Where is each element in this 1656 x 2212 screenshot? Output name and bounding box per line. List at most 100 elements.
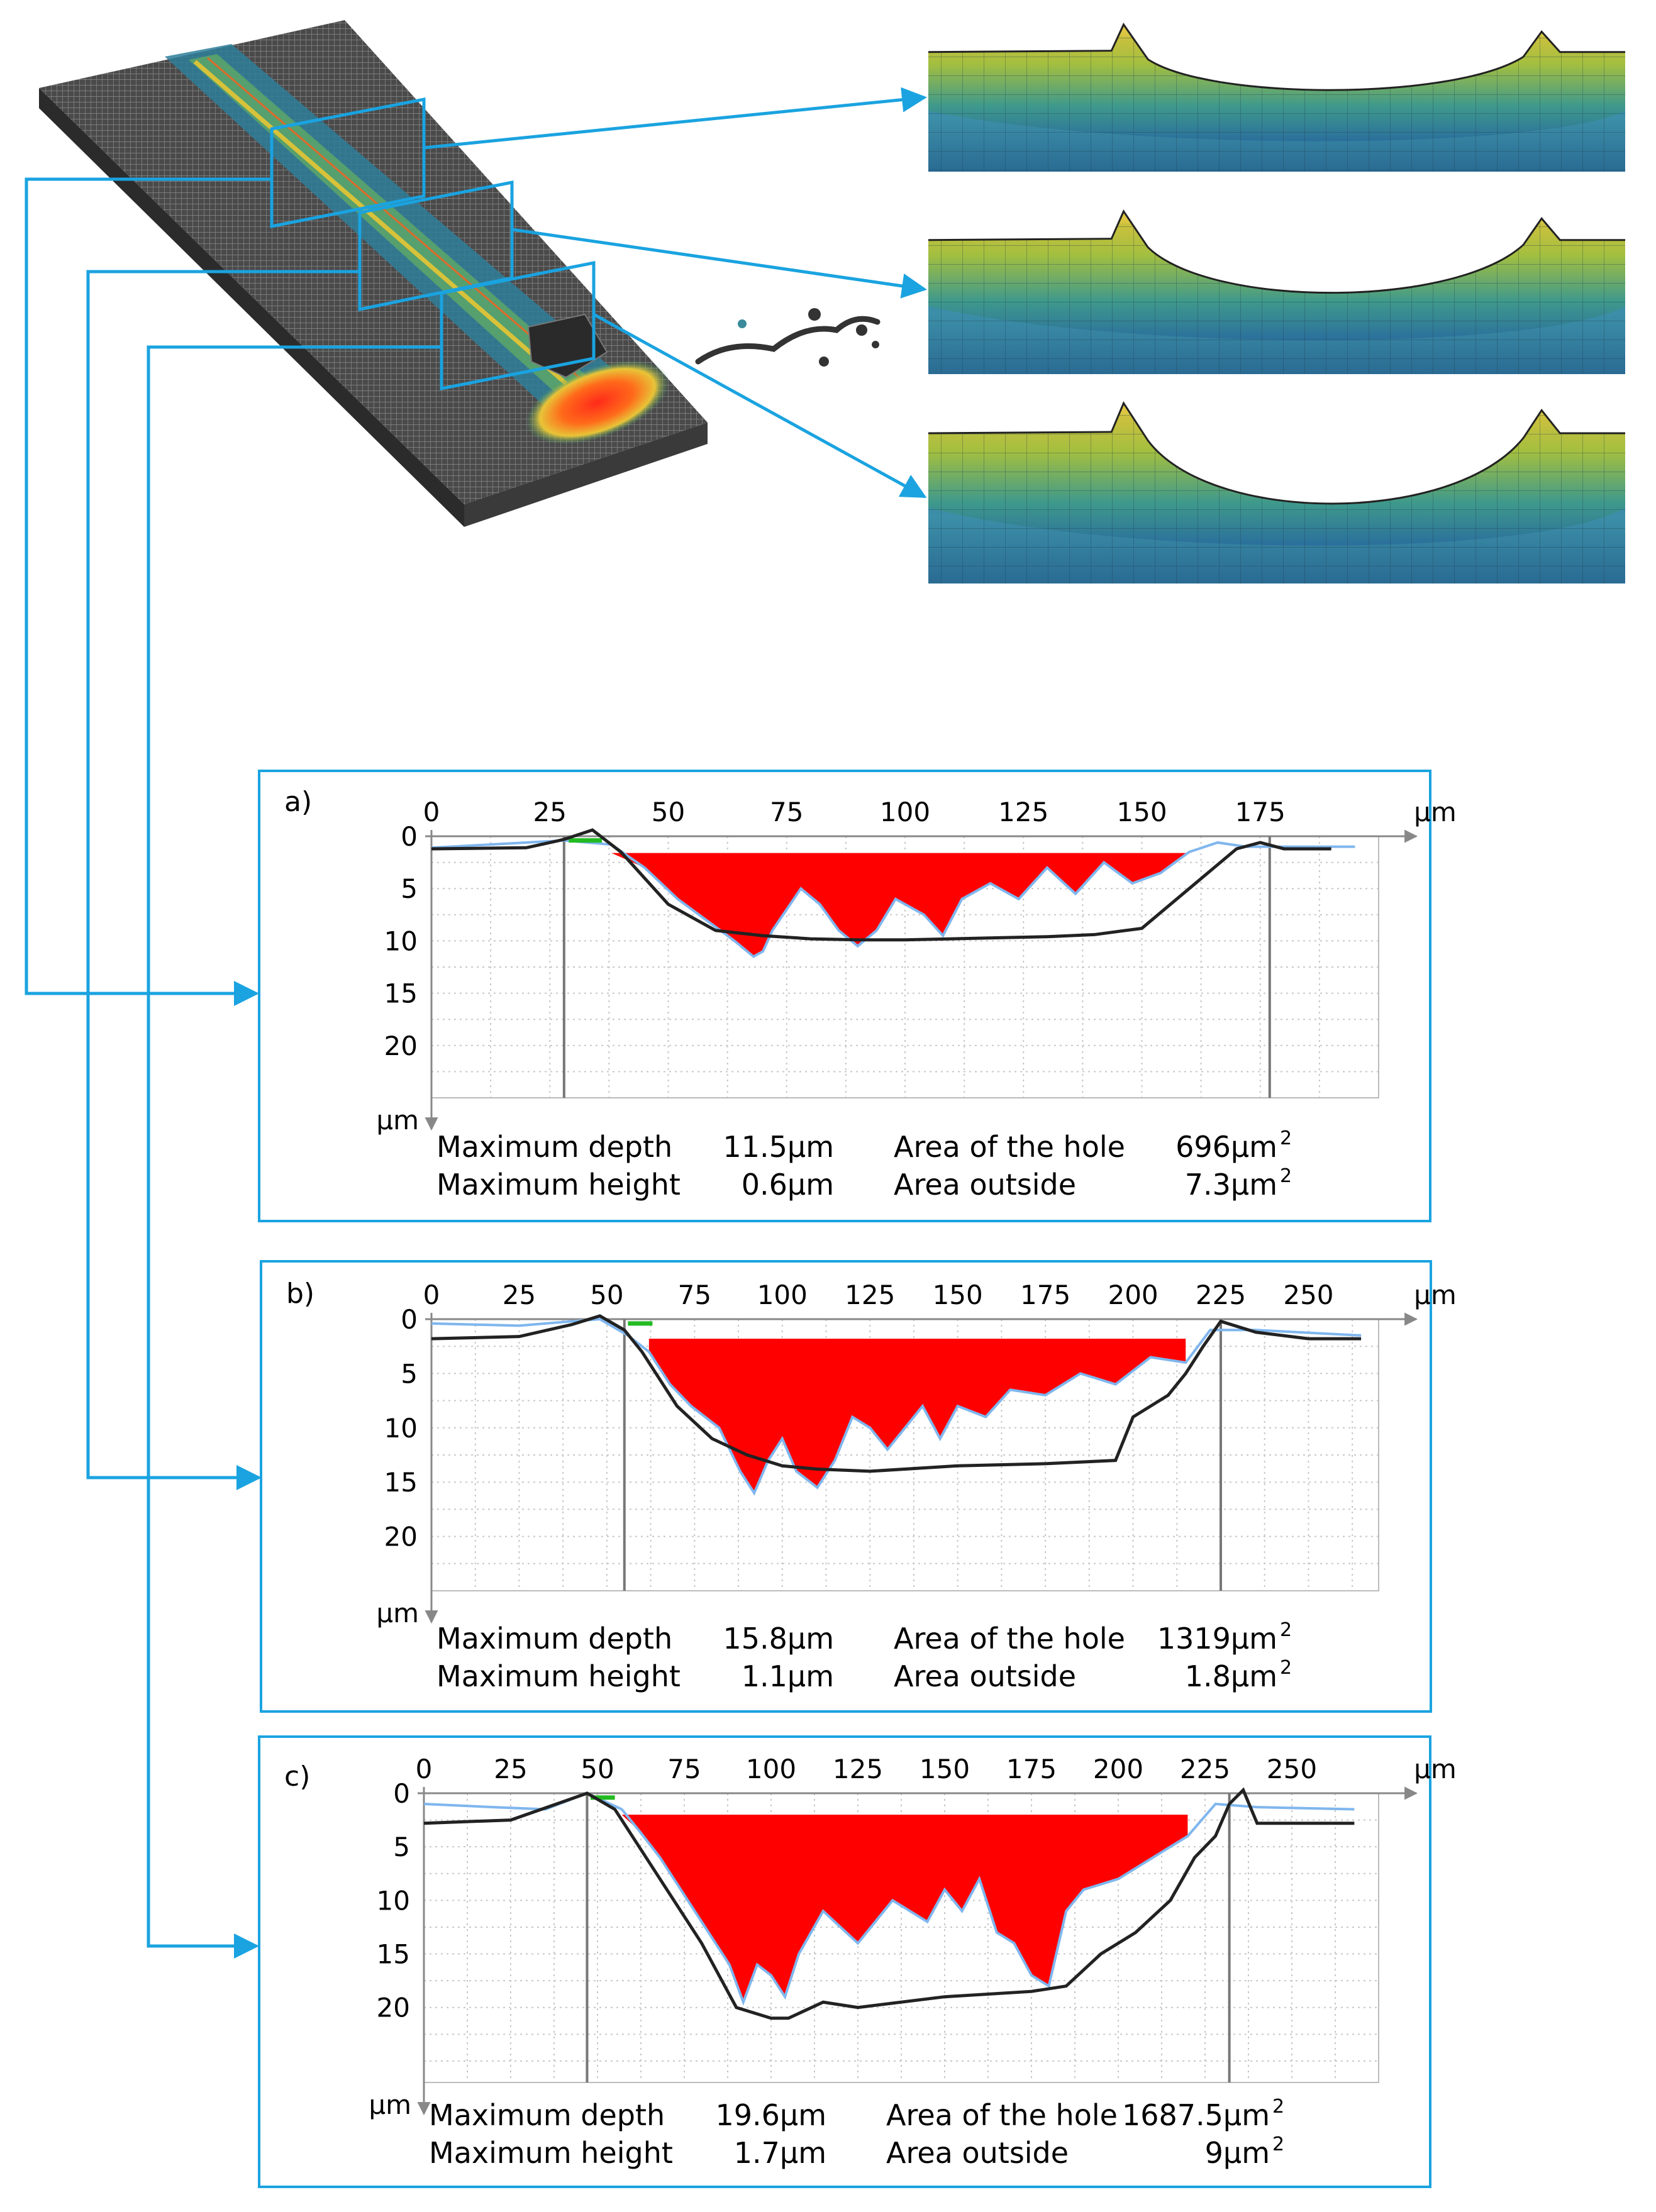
profile-line [431,828,1331,942]
x-tick-label: 150 [920,1754,970,1784]
x-tick-label: 225 [1196,1280,1246,1310]
x-tick-label: 75 [678,1280,711,1310]
connector-panel-c [147,345,442,1959]
y-unit-label: μm [369,2089,411,2120]
section-air-mask [928,11,1625,89]
stats-row-1-superscript: 2 [1280,1619,1292,1641]
stats-row-1-value-2: 1319μm [1157,1622,1277,1656]
panel-c: c) 0 25 50 75 100 125 150 175 200 225 250 0 5 10 15 20 μm… [258,1735,1457,2188]
stats-row-1-superscript: 2 [1280,1127,1292,1149]
cross-section-c [928,390,1625,583]
y-tick-label: 20 [384,1031,418,1061]
measured-surface-line [431,839,1355,958]
section-air-mask [928,390,1625,503]
x-tick-label: 175 [1020,1280,1070,1310]
y-tick-label: 15 [384,1467,418,1498]
panel-a: a) 0 25 50 75 100 125 150 175 0 5 10 15 20 μm μm Maximum… [258,770,1457,1222]
simulation-plate-illustration [39,20,881,527]
y-tick-label: 10 [377,1885,410,1916]
plate-right-side [464,423,708,527]
stats-row-2-value-2: 7.3μm [1185,1168,1277,1202]
x-tick-label: 100 [757,1280,808,1310]
stats-row-2-superscript: 2 [1280,1657,1292,1679]
stats-row-1-label-2: Area of the hole [886,2098,1118,2132]
x-tick-label: 0 [423,1280,440,1310]
x-tick-label: 25 [533,797,567,827]
connector-lines [25,87,927,1959]
stats-row-1-label-2: Area of the hole [894,1130,1125,1164]
stats-row-1-label-1: Maximum depth [436,1622,672,1656]
y-tick-label: 10 [384,926,418,956]
stats-row-2-superscript: 2 [1272,2133,1284,2155]
stats-row-2-value-2: 1.8μm [1185,1659,1277,1693]
cross-section-views [928,11,1625,583]
section-plane-a [270,97,426,229]
y-tick-label: 0 [401,821,418,852]
x-tick-label: 175 [1235,797,1286,827]
melt-pool [525,360,670,445]
spatter-particle [808,308,821,321]
weld-bead-hot-line [207,57,582,381]
x-tick-label: 250 [1283,1280,1333,1310]
y-unit-label: μm [376,1598,419,1629]
x-tick-label: 200 [1093,1754,1143,1784]
x-tick-label: 25 [503,1280,536,1310]
measured-surface-line [423,1791,1355,2006]
panel-frame [258,1735,1431,2188]
stats-row-2-label-2: Area outside [894,1659,1076,1693]
x-tick-label: 175 [1006,1754,1057,1784]
x-tick-label: 125 [998,797,1048,827]
x-tick-label: 125 [845,1280,895,1310]
stats-row-2-superscript: 2 [1280,1165,1292,1187]
stats-row-2-value-2: 9μm [1205,2136,1270,2170]
panel-frame [260,1260,1432,1713]
cross-section-a [928,11,1625,172]
stats-row-1-value-1: 15.8μm [723,1622,835,1656]
y-tick-label: 15 [384,978,418,1009]
cross-section-b [928,198,1625,374]
x-tick-label: 250 [1267,1754,1317,1784]
x-tick-label: 75 [667,1754,701,1784]
x-tick-label: 100 [746,1754,796,1784]
stats-row-1-value-2: 1687.5μm [1122,2098,1270,2132]
section-air-mask [928,198,1625,292]
stats-row-1-label-2: Area of the hole [894,1622,1125,1656]
stats-row-1-value-2: 696μm [1175,1130,1277,1164]
panel-label: a) [284,786,312,818]
spatter-particle [856,324,867,336]
stats-row-2-label-2: Area outside [894,1168,1076,1202]
y-unit-label: μm [376,1105,419,1136]
x-tick-label: 200 [1108,1280,1158,1310]
connector-panel-b [86,270,360,1490]
stats-row-2-label-1: Maximum height [436,1168,681,1202]
profile-line [431,1314,1362,1473]
panel-b: b) 0 25 50 75 100 125 150 175 200 225 250 0 5 10 15 20 μm… [260,1260,1457,1713]
y-tick-label: 5 [401,1358,418,1389]
connector-section-a [423,87,927,150]
x-tick-label: 150 [933,1280,983,1310]
stats-row-2-label-1: Maximum height [429,2136,673,2170]
stats-row-1-superscript: 2 [1272,2096,1284,2118]
y-tick-label: 5 [401,873,418,904]
profile-panels: a) 0 25 50 75 100 125 150 17505101520μmμmMaximum… [258,770,1457,2188]
plate-front-side [39,88,464,527]
spatter-particle [738,319,747,328]
stats-row-1-label-1: Maximum depth [429,2098,665,2132]
stats-row-2-value-1: 1.7μm [734,2136,826,2170]
connector-section-b [511,228,927,299]
spatter-particle [819,357,829,367]
weld-bead-inner [189,54,588,391]
connector-section-c [592,312,927,499]
x-tick-label: 100 [880,797,930,827]
laser-head [527,313,608,379]
spatter-particle [872,341,879,348]
y-tick-label: 0 [401,1304,418,1335]
x-unit-label: μm [1414,1754,1457,1784]
stats-row-1-value-1: 19.6μm [716,2098,827,2132]
stats-row-1-label-1: Maximum depth [436,1130,672,1164]
y-tick-label: 20 [377,1993,410,2023]
panel-label: b) [286,1278,314,1310]
y-tick-label: 10 [384,1413,418,1444]
profile-line [423,1787,1355,2020]
hole-area [648,1339,1186,1493]
